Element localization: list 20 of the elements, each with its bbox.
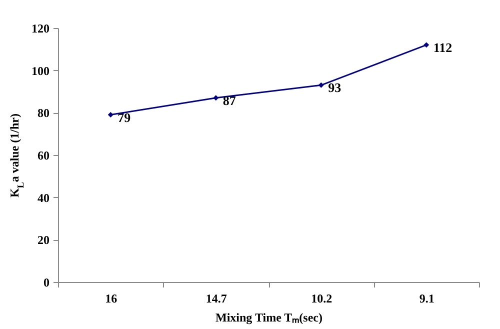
x-tick-label: 10.2 [311, 292, 332, 306]
x-tick-label: 14.7 [206, 292, 227, 306]
data-label: 87 [222, 92, 236, 108]
y-tick-label: 20 [38, 233, 50, 248]
y-tick-label: 60 [38, 148, 50, 162]
point [213, 95, 219, 101]
data-label: 93 [328, 80, 342, 96]
y-tick-label: 0 [44, 276, 50, 290]
y-tick-label: 100 [32, 64, 50, 78]
y-tick-label: 120 [32, 22, 50, 36]
data-label: 79 [118, 110, 132, 125]
point [424, 42, 430, 48]
point [108, 112, 114, 118]
y-tick-label: 40 [38, 190, 50, 205]
x-axis-title: Mixing Time Tₘ(sec) [216, 310, 322, 324]
point [318, 82, 324, 88]
data-label: 112 [433, 40, 452, 55]
y-tick-label: 80 [38, 106, 50, 120]
x-tick-label: 16 [105, 292, 118, 306]
x-tick-label: 9.1 [419, 292, 434, 306]
